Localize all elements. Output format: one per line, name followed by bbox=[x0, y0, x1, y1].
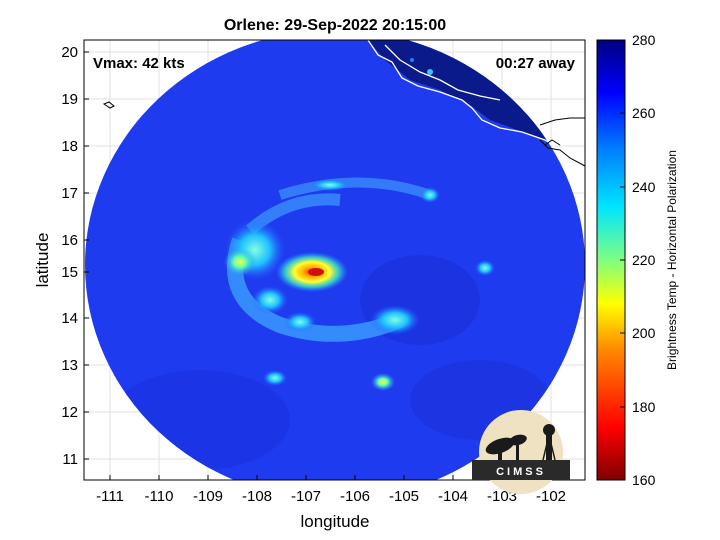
y-tick-label: 14 bbox=[61, 310, 78, 327]
y-tick-label: 12 bbox=[61, 404, 78, 421]
colorbar-tick-labels: 280 260 240 220 200 180 160 bbox=[632, 32, 656, 488]
colorbar-ticks bbox=[620, 39, 625, 481]
y-tick-labels: 20 19 18 17 16 15 14 13 12 11 bbox=[61, 44, 78, 468]
time-away-label: 00:27 away bbox=[496, 55, 576, 72]
y-tick-label: 20 bbox=[61, 44, 78, 61]
x-tick-label: -102 bbox=[536, 488, 566, 505]
x-tick-label: -105 bbox=[389, 488, 419, 505]
x-axis-title: longitude bbox=[300, 512, 369, 531]
colorbar-title: Brightness Temp - Horizontal Polarizatio… bbox=[665, 150, 679, 370]
colorbar-tick-label: 260 bbox=[632, 105, 656, 121]
colorbar-tick-label: 280 bbox=[632, 32, 656, 48]
colorbar-tick-label: 200 bbox=[632, 325, 656, 341]
colorbar-tick-label: 160 bbox=[632, 472, 656, 488]
y-tick-label: 19 bbox=[61, 91, 78, 108]
x-tick-label: -110 bbox=[145, 488, 174, 505]
coastline-outer bbox=[102, 101, 585, 167]
x-tick-label: -104 bbox=[438, 488, 468, 505]
figure-title: Orlene: 29-Sep-2022 20:15:00 bbox=[224, 17, 446, 34]
x-tick-labels: -111 -110 -109 -108 -107 -106 -105 -104 … bbox=[96, 488, 566, 505]
y-tick-label: 18 bbox=[61, 138, 78, 155]
vmax-label: Vmax: 42 kts bbox=[93, 55, 185, 72]
x-tick-label: -109 bbox=[193, 488, 223, 505]
y-tick-label: 13 bbox=[61, 357, 78, 374]
y-axis-title: latitude bbox=[33, 233, 52, 288]
colorbar-tick-label: 240 bbox=[632, 179, 656, 195]
coastline bbox=[367, 40, 585, 151]
x-tick-label: -108 bbox=[242, 488, 272, 505]
x-tick-label: -111 bbox=[96, 488, 124, 505]
cimss-logo: CIMSS bbox=[472, 410, 570, 494]
y-tick-label: 17 bbox=[61, 185, 78, 202]
y-tick-label: 15 bbox=[61, 264, 78, 281]
x-tick-label: -106 bbox=[340, 488, 370, 505]
axes-frame bbox=[83, 39, 586, 481]
y-tick-label: 11 bbox=[62, 451, 78, 468]
colorbar-tick-label: 180 bbox=[632, 399, 656, 415]
colorbar-tick-label: 220 bbox=[632, 252, 656, 268]
x-tick-label: -107 bbox=[291, 488, 321, 505]
logo-text: CIMSS bbox=[496, 466, 546, 478]
y-tick-label: 16 bbox=[61, 232, 78, 249]
